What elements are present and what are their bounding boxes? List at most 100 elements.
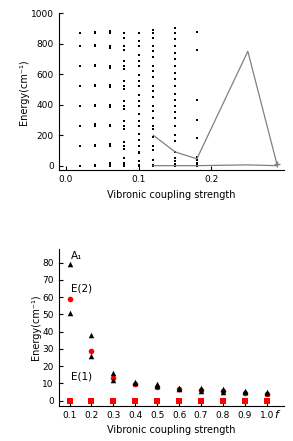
Point [242,389,247,396]
Point [133,380,138,387]
Point [122,46,127,53]
Point [93,121,97,128]
Point [173,30,177,37]
Point [122,145,127,152]
Point [107,64,112,71]
Point [67,397,72,404]
Point [151,107,156,114]
Point [173,115,177,122]
Y-axis label: Energy(cm⁻¹): Energy(cm⁻¹) [31,295,41,360]
Point [78,102,83,109]
Point [136,82,141,90]
Point [78,122,83,129]
Point [136,57,141,64]
Point [173,75,177,82]
Point [136,130,141,137]
Point [107,104,112,111]
Point [221,397,225,404]
Point [173,161,177,168]
Point [151,102,156,109]
Point [151,62,156,69]
Point [136,110,141,117]
Point [67,295,72,302]
Point [173,162,177,169]
Point [107,161,112,168]
Point [107,121,112,128]
Point [173,36,177,43]
Point [242,388,247,395]
Point [151,156,156,163]
Point [151,67,156,75]
Point [93,141,97,148]
Point [151,93,156,101]
Point [173,42,177,49]
X-axis label: Vibronic coupling strength: Vibronic coupling strength [107,425,236,435]
Point [173,25,177,32]
Point [111,376,116,383]
Point [89,352,94,359]
Point [151,142,156,149]
Point [133,397,138,404]
Point [111,397,116,404]
Point [199,387,203,394]
Point [122,30,127,37]
Point [136,102,141,109]
Point [155,382,159,389]
Point [107,102,112,109]
Point [107,123,112,130]
Point [264,390,269,397]
Point [195,154,199,161]
Point [151,122,156,129]
Point [122,102,127,109]
Point [122,142,127,149]
Point [264,397,269,404]
Point [151,82,156,90]
Point [122,42,127,49]
Point [78,162,83,169]
Point [136,51,141,58]
Point [122,58,127,65]
Point [151,42,156,49]
Point [122,161,127,168]
Point [107,143,112,150]
Point [151,115,156,122]
Point [93,142,97,149]
Point [136,149,141,156]
Point [221,388,225,395]
Point [136,42,141,49]
Point [195,46,199,53]
Point [151,34,156,41]
Point [78,142,83,149]
Point [107,142,112,149]
Point [155,381,159,388]
Point [133,381,138,388]
Point [122,138,127,146]
Point [93,61,97,68]
Point [136,157,141,164]
Point [122,66,127,73]
Point [173,102,177,109]
Point [264,390,269,397]
Point [151,30,156,37]
Point [136,117,141,124]
Point [173,149,177,156]
Point [93,82,97,90]
Point [177,386,181,393]
Point [151,74,156,81]
Point [195,97,199,104]
Point [122,125,127,132]
Point [122,105,127,112]
Point [67,261,72,268]
Point [177,386,181,393]
Point [221,388,225,395]
Point [67,309,72,316]
Point [195,156,199,163]
Point [107,45,112,52]
Point [107,42,112,49]
Point [93,162,97,169]
Point [173,154,177,161]
Point [173,49,177,56]
Point [136,71,141,78]
Point [151,87,156,94]
Point [107,82,112,89]
